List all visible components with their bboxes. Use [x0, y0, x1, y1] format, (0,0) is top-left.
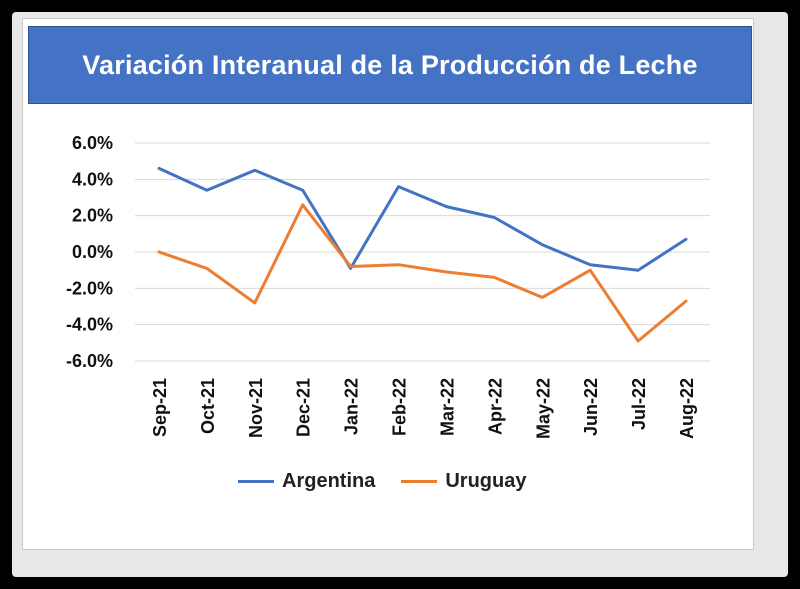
legend-item-uruguay: Uruguay	[401, 470, 526, 493]
y-tick-label: -2.0%	[66, 278, 113, 298]
x-tick-label: May-22	[533, 378, 553, 439]
chart-legend: Argentina Uruguay	[238, 470, 526, 493]
legend-item-argentina: Argentina	[238, 470, 375, 493]
x-tick-label: Oct-21	[198, 378, 218, 434]
x-tick-label: Nov-21	[246, 378, 266, 438]
x-tick-label: Jun-22	[581, 378, 601, 436]
y-tick-label: -4.0%	[66, 315, 113, 335]
series-line-argentina	[157, 166, 688, 272]
x-tick-label: Apr-22	[485, 378, 505, 435]
x-tick-label: Aug-22	[677, 378, 697, 439]
legend-swatch-uruguay	[401, 480, 438, 483]
x-tick-label: Sep-21	[150, 378, 170, 437]
x-tick-label: Jan-22	[342, 378, 362, 435]
y-tick-label: 6.0%	[72, 133, 113, 153]
legend-label-argentina: Argentina	[282, 470, 376, 492]
y-tick-label: 4.0%	[72, 169, 113, 189]
y-tick-label: -6.0%	[66, 351, 113, 371]
x-tick-label: Jul-22	[629, 378, 649, 430]
series-line-uruguay	[157, 203, 688, 343]
y-tick-label: 0.0%	[72, 242, 113, 262]
legend-label-uruguay: Uruguay	[445, 470, 527, 492]
x-tick-label: Dec-21	[294, 378, 314, 437]
chart-title: Variación Interanual de la Producción de…	[82, 49, 698, 80]
chart-title-bar: Variación Interanual de la Producción de…	[28, 26, 752, 104]
y-tick-label: 2.0%	[72, 206, 113, 226]
x-tick-label: Feb-22	[390, 378, 410, 436]
chart-card	[22, 18, 754, 550]
legend-swatch-argentina	[238, 480, 274, 483]
x-tick-label: Mar-22	[437, 378, 457, 436]
